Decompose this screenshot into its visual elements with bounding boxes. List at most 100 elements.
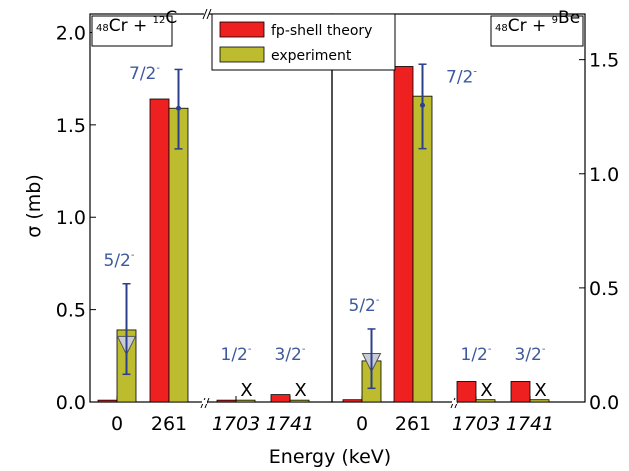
parity-sup: - [302, 344, 306, 355]
reaction-text: 48Cr + 9Be [495, 8, 580, 36]
spin-label: 7/2- [446, 66, 477, 87]
spin-label: 3/2- [275, 344, 306, 365]
x-tick-label: 1703 [452, 413, 500, 435]
error-bar [116, 283, 137, 376]
plus-sign: + [527, 16, 552, 36]
x-tick-label: 261 [151, 413, 187, 435]
axis-break-gap [202, 400, 207, 404]
axis-break-gap [204, 12, 209, 16]
category-0: 0 5/2- [97, 250, 137, 435]
axis-break-gap [452, 400, 457, 404]
legend-swatch-theory [219, 21, 265, 38]
spin-value: 3/2 [515, 345, 542, 365]
element-symbol: Cr [109, 16, 128, 36]
spin-value: 3/2 [275, 345, 302, 365]
error-bar [361, 328, 382, 390]
plus-sign: + [128, 16, 153, 36]
y-tick-label: 0.5 [56, 300, 86, 322]
bar-theory [149, 98, 170, 403]
reaction-label: 48Cr + 9Be [490, 8, 584, 47]
parity-sup: - [248, 344, 252, 355]
element-symbol: Cr [508, 16, 527, 36]
bar-theory [393, 66, 414, 403]
category-1: 261 7/2- [393, 63, 477, 435]
reaction-text: 48Cr + 12C [96, 8, 177, 36]
bar-theory [342, 399, 363, 403]
x-tick-label: 1703 [212, 413, 260, 435]
legend-label: experiment [271, 48, 352, 64]
axis-break-mark [202, 8, 212, 20]
bar-experiment [529, 399, 550, 403]
no-measurement-marker: X [294, 380, 306, 401]
spin-value: 5/2 [349, 296, 376, 316]
y-tick-label: 1.0 [56, 207, 86, 229]
spin-value: 1/2 [461, 345, 488, 365]
reaction-box [91, 15, 173, 47]
y-tick-label: 0.0 [589, 392, 619, 414]
parity-sup: - [488, 344, 492, 355]
bar-theory [216, 399, 237, 403]
spin-label: 1/2- [461, 344, 492, 365]
x-tick-label: 0 [356, 413, 368, 435]
element-symbol: Be [558, 8, 580, 28]
chart-panels: 0.00.51.01.52.0 48Cr + 12C05/2-2617/2-170… [56, 8, 619, 435]
bar-experiment [475, 399, 496, 403]
spin-label: 3/2- [515, 344, 546, 365]
spin-value: 5/2 [104, 251, 131, 271]
spin-value: 7/2 [129, 64, 156, 84]
bar-experiment [168, 107, 189, 403]
bar-theory [270, 394, 291, 403]
category-2: 1703 1/2- X [212, 344, 260, 435]
x-axis-title: Energy (keV) [269, 446, 391, 468]
parity-sup: - [131, 250, 135, 261]
bar-experiment [235, 399, 256, 403]
spin-value: 1/2 [221, 345, 248, 365]
y-axis-title: σ (mb) [23, 174, 45, 237]
y-tick-label: 0.5 [589, 278, 619, 300]
no-measurement-marker: X [534, 380, 546, 401]
spin-label: 5/2- [349, 295, 380, 316]
reaction-label: 48Cr + 12C [91, 8, 177, 47]
bar-experiment [289, 399, 310, 403]
category-3: 1741 3/2- X [266, 344, 314, 435]
parity-sup: - [156, 63, 160, 74]
legend: fp-shell theory experiment [211, 13, 396, 71]
x-tick-label: 1741 [266, 413, 314, 435]
mass-number: 9 [552, 15, 558, 26]
x-tick-label: 0 [111, 413, 123, 435]
reaction-box [490, 15, 584, 47]
category-3: 1741 3/2- X [506, 344, 554, 435]
spin-label: 1/2- [221, 344, 252, 365]
mass-number: 48 [495, 23, 508, 34]
no-measurement-marker: X [480, 380, 492, 401]
mass-number: 12 [153, 15, 166, 26]
y-tick-label: 1.5 [589, 50, 619, 72]
parity-sup: - [473, 66, 477, 77]
element-symbol: C [165, 8, 177, 28]
error-bar [418, 63, 427, 150]
error-point [420, 102, 425, 108]
parity-sup: - [376, 295, 380, 306]
error-bar [174, 68, 183, 150]
error-point [176, 105, 181, 111]
category-2: 1703 1/2- X [452, 344, 500, 435]
spin-value: 7/2 [446, 67, 473, 87]
panel-1: 0.00.51.01.52.0 48Cr + 12C05/2-2617/2-170… [56, 8, 333, 435]
legend-swatch-experiment [219, 46, 265, 63]
y-tick-label: 1.0 [589, 164, 619, 186]
y-tick-label: 2.0 [56, 22, 86, 44]
bar-theory [510, 381, 531, 403]
y-tick-label: 1.5 [56, 115, 86, 137]
no-measurement-marker: X [240, 380, 252, 401]
bar-theory [97, 399, 118, 403]
legend-label: fp-shell theory [271, 23, 372, 39]
parity-sup: - [542, 344, 546, 355]
x-tick-label: 1741 [506, 413, 554, 435]
spin-label: 7/2- [129, 63, 160, 84]
x-tick-label: 261 [395, 413, 431, 435]
y-tick-label: 0.0 [56, 392, 86, 414]
mass-number: 48 [96, 23, 109, 34]
